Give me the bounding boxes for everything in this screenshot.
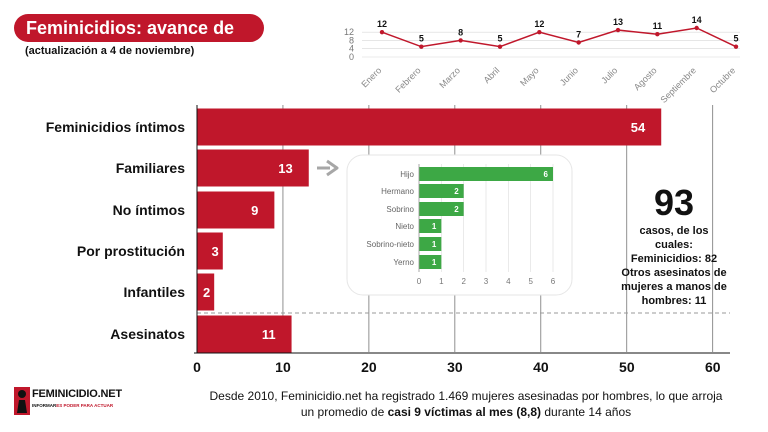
inset-value-label: 2	[454, 187, 459, 196]
inset-value-label: 1	[432, 222, 437, 231]
chart-subtitle: (actualización a 4 de noviembre)	[25, 45, 195, 57]
category-bar	[197, 191, 275, 229]
line-data-label: 8	[458, 27, 463, 37]
line-data-label: 12	[377, 19, 387, 29]
inset-x-tick-label: 3	[484, 277, 489, 286]
inset-value-label: 1	[432, 258, 437, 267]
logo-tagline: INFORMARES PODER PARA ACTUAR	[32, 403, 114, 408]
bar-x-tick-label: 0	[193, 359, 201, 375]
category-label: Asesinatos	[110, 326, 185, 342]
inset-category-label: Sobrino-nieto	[366, 240, 414, 249]
bar-value-label: 54	[631, 120, 646, 135]
category-label: Feminicidios íntimos	[46, 119, 185, 135]
bar-x-tick-label: 20	[361, 359, 377, 375]
inset-value-label: 6	[544, 170, 549, 179]
bar-value-label: 9	[251, 203, 258, 218]
inset-x-tick-label: 1	[439, 277, 444, 286]
category-bar	[197, 149, 309, 187]
bar-value-label: 3	[212, 244, 219, 259]
line-y-tick-label: 12	[344, 27, 354, 37]
inset-bar	[419, 219, 442, 233]
inset-bar	[419, 237, 442, 251]
line-point	[733, 44, 739, 49]
summary-line: mujeres a manos de	[621, 281, 727, 293]
category-label: No íntimos	[113, 202, 186, 218]
category-label: Familiares	[116, 160, 185, 176]
line-data-label: 11	[653, 21, 663, 31]
arrow-right-icon	[326, 159, 339, 177]
summary-line: cuales:	[655, 239, 693, 251]
footer-line-2-pre: un promedio de	[300, 405, 388, 419]
footer-note: Desde 2010, Feminicidio.net ha registrad…	[196, 388, 736, 420]
inset-category-label: Yerno	[393, 258, 414, 267]
category-bar	[197, 108, 662, 146]
category-bar	[197, 315, 292, 353]
inset-panel	[346, 154, 573, 296]
category-label: Por prostitución	[77, 243, 185, 259]
line-point	[655, 32, 660, 37]
summary-line: Feminicidios: 82	[630, 253, 718, 265]
inset-x-tick-label: 5	[528, 277, 533, 286]
category-bar	[197, 232, 223, 270]
inset-x-tick-label: 2	[461, 277, 466, 286]
bar-x-tick-label: 40	[533, 359, 549, 375]
line-y-tick-label: 0	[349, 52, 354, 62]
footer-line-2-bold: casi 9 víctimas al mes (8,8)	[387, 405, 542, 419]
line-data-label: 13	[613, 17, 623, 27]
footer-line-2-post: durante 14 años	[541, 405, 632, 419]
inset-category-label: Hermano	[381, 187, 414, 196]
woman-silhouette-icon	[14, 387, 30, 415]
bar-value-label: 13	[278, 161, 292, 176]
bar-x-tick-label: 10	[275, 359, 291, 375]
line-data-label: 5	[733, 34, 738, 44]
bar-value-label: 11	[262, 327, 276, 342]
summary-box: 93 casos, de los cuales: Feminicidios: 8…	[618, 182, 730, 308]
inset-value-label: 2	[454, 205, 459, 214]
bar-value-label: 2	[203, 285, 210, 300]
bar-x-tick-label: 60	[705, 359, 721, 375]
bar-x-tick-label: 50	[619, 359, 635, 375]
line-data-label: 14	[692, 15, 702, 25]
bar-x-tick-label: 30	[447, 359, 463, 375]
inset-category-label: Nieto	[395, 222, 414, 231]
inset-x-tick-label: 4	[506, 277, 511, 286]
line-point	[537, 29, 542, 35]
inset-bar	[419, 167, 553, 181]
footer-line-1: Desde 2010, Feminicidio.net ha registrad…	[209, 389, 723, 403]
line-data-label: 7	[576, 30, 581, 40]
line-point	[379, 29, 385, 35]
inset-value-label: 1	[432, 240, 437, 249]
line-point	[694, 25, 699, 31]
summary-line: Otros asesinatos de	[621, 267, 727, 279]
inset-category-label: Sobrino	[386, 205, 414, 214]
line-y-tick-label: 4	[349, 44, 354, 54]
line-point	[497, 44, 503, 49]
inset-x-tick-label: 6	[551, 277, 556, 286]
inset-x-tick-label: 0	[417, 277, 422, 286]
line-point	[576, 40, 581, 45]
summary-line: hombres: 11	[641, 295, 707, 307]
feminicidio-logo: FEMINICIDIO.NET INFORMARES PODER PARA AC…	[14, 385, 122, 417]
inset-bar	[419, 184, 464, 198]
line-data-label: 5	[497, 34, 502, 44]
chart-title: Feminicidios: avance de 2023	[14, 14, 264, 66]
inset-bar	[419, 255, 442, 269]
category-label: Infantiles	[124, 284, 186, 300]
inset-category-label: Hijo	[400, 170, 414, 179]
line-data-label: 5	[419, 34, 424, 44]
monthly-series-line	[381, 27, 737, 48]
summary-line: casos, de los	[639, 225, 709, 237]
line-point	[419, 44, 424, 49]
total-cases: 93	[653, 182, 695, 223]
line-y-tick-label: 8	[349, 35, 354, 45]
inset-bar	[419, 202, 464, 216]
logo-name: FEMINICIDIO.NET	[32, 388, 122, 400]
line-point	[615, 27, 621, 33]
category-bar	[197, 273, 215, 311]
line-point	[458, 38, 463, 43]
line-data-label: 12	[534, 19, 544, 29]
